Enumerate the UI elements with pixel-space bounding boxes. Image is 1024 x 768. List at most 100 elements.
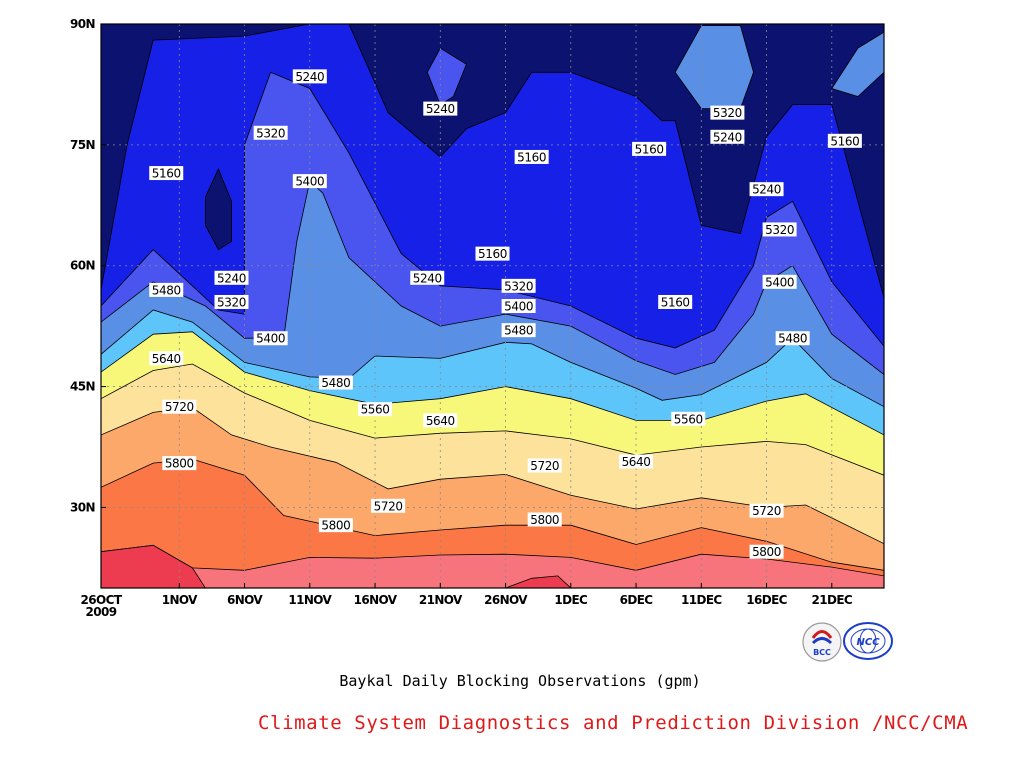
contour-label: 5640 [619, 454, 654, 469]
contour-cell-5880 [505, 575, 572, 588]
svg-text:5320: 5320 [765, 223, 794, 237]
svg-text:5720: 5720 [165, 400, 194, 414]
svg-text:BCC: BCC [813, 648, 831, 657]
svg-text:5800: 5800 [165, 457, 194, 471]
svg-text:5240: 5240 [413, 271, 442, 285]
contour-labels: 5240 5320 5160 5400 5240 5160 5160 5320 5240 5160… [149, 69, 862, 559]
svg-text:5160: 5160 [661, 295, 690, 309]
credit-line: Climate System Diagnostics and Predictio… [258, 712, 969, 734]
contour-label: 5640 [149, 351, 184, 366]
x-tick-label: 1DEC [554, 593, 588, 607]
x-tick-label: 26NOV [484, 593, 528, 607]
contour-label: 5240 [410, 270, 445, 285]
contour-line-5480 [101, 331, 884, 436]
svg-text:5720: 5720 [752, 504, 781, 518]
contour-label: 5320 [501, 278, 536, 293]
y-tick-label: 90N [70, 17, 95, 31]
contour-label: 5160 [514, 149, 549, 164]
contour-line-5720 [101, 458, 884, 571]
contour-label: 5320 [710, 105, 745, 120]
y-tick-label: 45N [70, 380, 95, 394]
x-tick-label: 6NOV [227, 593, 263, 607]
ncc-logo: NCC [843, 622, 893, 660]
x-tick-label: 11DEC [681, 593, 722, 607]
contour-label: 5640 [423, 413, 458, 428]
svg-text:5320: 5320 [217, 295, 246, 309]
contour-label: 5400 [292, 174, 327, 189]
contour-label: 5720 [162, 399, 197, 414]
contour-label: 5160 [149, 166, 184, 181]
x-tick-label: 21DEC [811, 593, 852, 607]
svg-text:5160: 5160 [830, 134, 859, 148]
svg-text:5320: 5320 [504, 279, 533, 293]
svg-text:5240: 5240 [752, 183, 781, 197]
contour-label: 5800 [527, 512, 562, 527]
svg-text:5480: 5480 [504, 324, 533, 338]
chart-caption: Baykal Daily Blocking Observations (gpm) [339, 672, 701, 690]
contour-label: 5240 [292, 69, 327, 84]
x-tick-label: 21NOV [419, 593, 463, 607]
svg-text:5240: 5240 [713, 130, 742, 144]
svg-text:5560: 5560 [674, 412, 703, 426]
svg-text:5720: 5720 [530, 459, 559, 473]
contour-label: 5480 [775, 331, 810, 346]
svg-text:5160: 5160 [478, 247, 507, 261]
contour-label: 5240 [214, 270, 249, 285]
svg-text:5320: 5320 [713, 106, 742, 120]
contour-label: 5160 [827, 133, 862, 148]
contour-label: 5320 [214, 294, 249, 309]
contour-label: 5800 [318, 518, 353, 533]
band-fill-5160 [101, 24, 884, 298]
svg-text:5400: 5400 [256, 332, 285, 346]
svg-text:5800: 5800 [530, 513, 559, 527]
svg-text:5800: 5800 [321, 519, 350, 533]
contour-label: 5400 [762, 274, 797, 289]
x-tick-label: 26OCT [81, 593, 123, 607]
x-tick-label: 16DEC [746, 593, 787, 607]
contour-label: 5160 [658, 294, 693, 309]
contour-label: 5320 [762, 222, 797, 237]
contour-label: 5240 [423, 101, 458, 116]
contour-label: 5720 [527, 458, 562, 473]
svg-text:5400: 5400 [765, 275, 794, 289]
svg-text:5480: 5480 [321, 376, 350, 390]
contour-line-5400 [101, 309, 884, 408]
contour-label: 5560 [358, 402, 393, 417]
svg-text:5400: 5400 [504, 300, 533, 314]
x-tick-label: 6DEC [620, 593, 654, 607]
svg-text:5160: 5160 [152, 167, 181, 181]
contour-label: 5800 [162, 456, 197, 471]
contour-label: 5560 [671, 411, 706, 426]
svg-text:5640: 5640 [152, 352, 181, 366]
contour-label: 5480 [149, 282, 184, 297]
bcc-logo: BCC [802, 622, 842, 662]
svg-text:5160: 5160 [517, 150, 546, 164]
x-tick-label: 1NOV [162, 593, 198, 607]
contour-label: 5480 [318, 375, 353, 390]
svg-text:5560: 5560 [361, 403, 390, 417]
contour-label: 5480 [501, 323, 536, 338]
plot-frame [100, 23, 885, 589]
svg-text:5800: 5800 [752, 545, 781, 559]
svg-text:5320: 5320 [256, 126, 285, 140]
svg-text:5160: 5160 [635, 142, 664, 156]
contour-label: 5160 [632, 141, 667, 156]
svg-text:5240: 5240 [426, 102, 455, 116]
contour-label: 5240 [710, 129, 745, 144]
svg-text:5240: 5240 [295, 70, 324, 84]
svg-text:5480: 5480 [778, 332, 807, 346]
svg-text:5640: 5640 [622, 455, 651, 469]
contour-label: 5400 [253, 331, 288, 346]
svg-text:5240: 5240 [217, 271, 246, 285]
y-tick-label: 75N [70, 138, 95, 152]
svg-text:NCC: NCC [856, 637, 880, 648]
svg-text:5480: 5480 [152, 283, 181, 297]
x-tick-label: 2009 [86, 605, 117, 619]
contour-label: 5720 [371, 498, 406, 513]
contour-label: 5240 [749, 182, 784, 197]
contour-cell-5160 [205, 167, 232, 251]
contour-label: 5160 [475, 246, 510, 261]
svg-text:5640: 5640 [426, 414, 455, 428]
contour-cell-5320 [831, 31, 884, 97]
